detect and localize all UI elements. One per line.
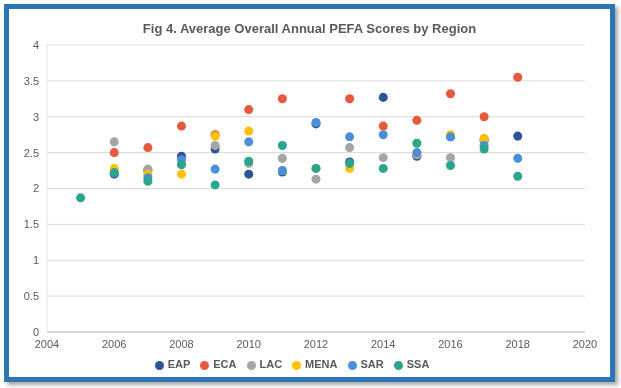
svg-text:1: 1 <box>33 254 39 266</box>
svg-text:1.5: 1.5 <box>24 218 39 230</box>
html-text:SAR: SAR <box>360 358 384 370</box>
svg-text:2012: 2012 <box>304 338 328 350</box>
svg-text:4: 4 <box>33 39 39 51</box>
svg-text:2018: 2018 <box>506 338 530 350</box>
svg-text:2014: 2014 <box>371 338 395 350</box>
svg-text:2004: 2004 <box>35 338 59 350</box>
svg-text:2010: 2010 <box>237 338 261 350</box>
svg-text:2: 2 <box>33 182 39 194</box>
svg-text:0.5: 0.5 <box>24 290 39 302</box>
html-text:SSA: SSA <box>406 358 430 370</box>
svg-text:2016: 2016 <box>438 338 462 350</box>
svg-text:3: 3 <box>33 111 39 123</box>
html-text:LAC: LAC <box>259 358 283 370</box>
html-text:EAP: EAP <box>167 358 191 370</box>
html-text:ECA: ECA <box>213 358 237 370</box>
html-text:Fig 4. Average Overall Annual: Fig 4. Average Overall Annual PEFA Score… <box>142 21 477 36</box>
svg-text:0: 0 <box>33 326 39 338</box>
svg-text:2008: 2008 <box>169 338 193 350</box>
html-text:MENA: MENA <box>305 358 338 370</box>
svg-text:2020: 2020 <box>573 338 597 350</box>
svg-text:2006: 2006 <box>102 338 126 350</box>
svg-text:3.5: 3.5 <box>24 75 39 87</box>
svg-text:2.5: 2.5 <box>24 147 39 159</box>
